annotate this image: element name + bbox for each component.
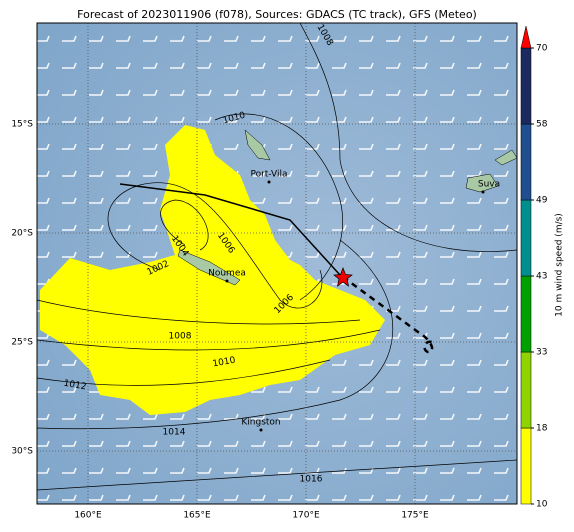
colorbar-segment bbox=[520, 275, 532, 353]
title: Forecast of 2023011906 (f078), Sources: … bbox=[77, 8, 477, 21]
lat-label: 20°S bbox=[11, 229, 33, 239]
lat-label: 15°S bbox=[11, 120, 33, 130]
lon-label: 165°E bbox=[183, 511, 211, 521]
lat-label: 25°S bbox=[11, 338, 33, 348]
colorbar-tick-label: 43 bbox=[536, 272, 547, 282]
place-marker bbox=[259, 428, 263, 432]
colorbar-segment bbox=[520, 427, 532, 505]
colorbar-tick-label: 70 bbox=[536, 44, 548, 54]
lon-label: 160°E bbox=[74, 511, 102, 521]
colorbar-tick-label: 49 bbox=[536, 196, 548, 206]
isobar-label: 1012 bbox=[63, 379, 87, 393]
colorbar-tick-label: 10 bbox=[536, 500, 548, 510]
place-label: Noumea bbox=[208, 269, 246, 279]
place-label: Port-Vila bbox=[250, 170, 287, 180]
track-past bbox=[119, 183, 341, 276]
colorbar-tick-label: 18 bbox=[536, 424, 548, 434]
cyclone-position bbox=[333, 267, 353, 287]
track-forecast bbox=[342, 275, 434, 354]
lon-label: 175°E bbox=[401, 511, 429, 521]
isobar-label: 1016 bbox=[300, 475, 323, 485]
colorbar-segment bbox=[520, 351, 532, 429]
place-marker bbox=[267, 180, 271, 184]
map-frame bbox=[36, 22, 518, 505]
isobars bbox=[37, 23, 517, 491]
colorbar-segment bbox=[520, 47, 532, 125]
place-marker bbox=[481, 190, 485, 194]
colorbar-segment bbox=[520, 123, 532, 201]
colorbar-label: 10 m wind speed (m/s) bbox=[555, 213, 565, 317]
isobar-label: 1014 bbox=[163, 428, 186, 438]
colorbar-extension bbox=[520, 25, 532, 49]
colorbar-tick-label: 33 bbox=[536, 348, 547, 358]
lat-label: 30°S bbox=[11, 447, 33, 457]
place-label: Kingston bbox=[241, 418, 280, 428]
isobar-label: 1010 bbox=[212, 356, 237, 370]
isobar-label: 1008 bbox=[169, 332, 192, 342]
colorbar-tick-label: 58 bbox=[536, 120, 548, 130]
islands bbox=[177, 129, 517, 286]
place-label: Suva bbox=[478, 180, 500, 190]
place-marker bbox=[225, 279, 229, 283]
lon-label: 170°E bbox=[292, 511, 320, 521]
colorbar-segment bbox=[520, 199, 532, 277]
